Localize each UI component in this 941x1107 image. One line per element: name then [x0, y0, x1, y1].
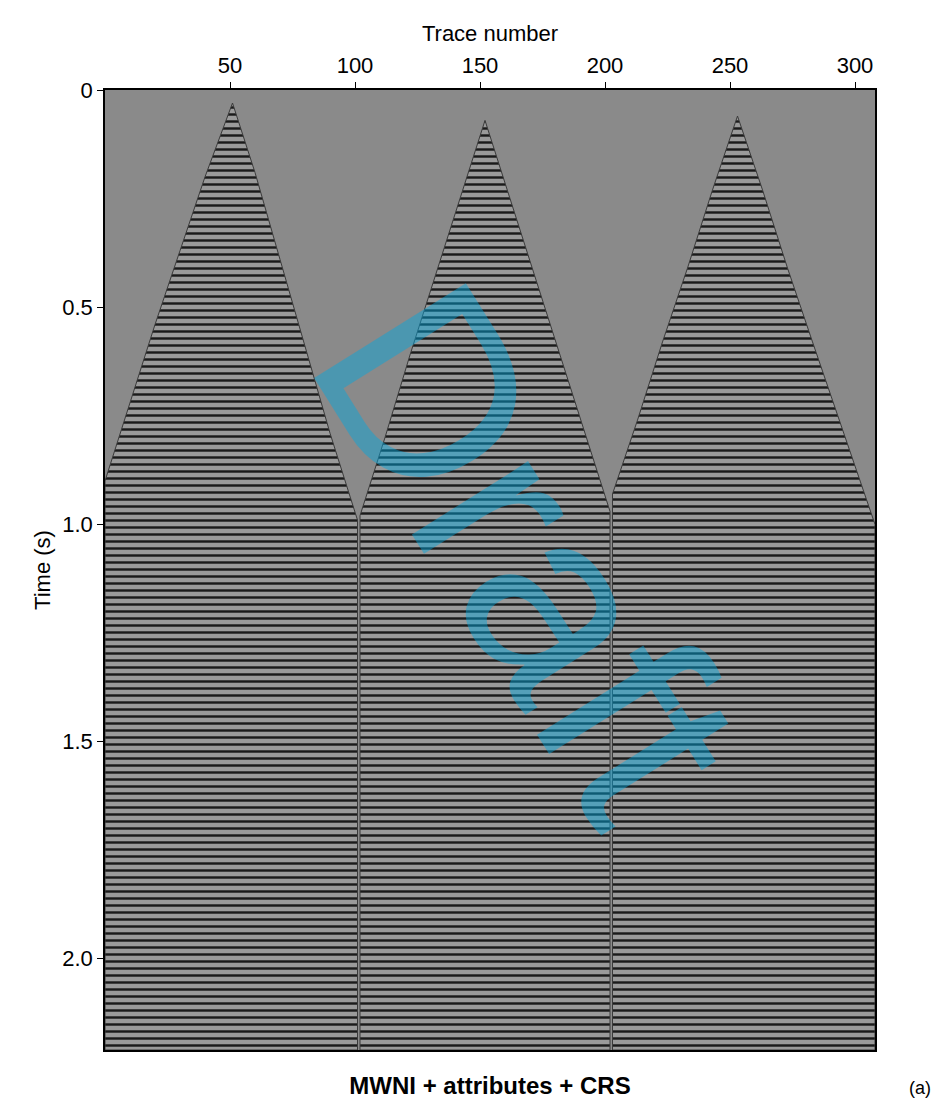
- svg-text:0.5: 0.5: [62, 295, 93, 320]
- svg-text:150: 150: [462, 53, 499, 78]
- svg-text:100: 100: [337, 53, 374, 78]
- svg-text:250: 250: [712, 53, 749, 78]
- svg-text:(a): (a): [909, 1078, 931, 1098]
- svg-text:1.5: 1.5: [62, 729, 93, 754]
- svg-text:Time (s): Time (s): [30, 530, 55, 610]
- svg-text:50: 50: [218, 53, 242, 78]
- svg-text:300: 300: [837, 53, 874, 78]
- svg-text:MWNI + attributes + CRS: MWNI + attributes + CRS: [349, 1072, 630, 1099]
- svg-text:0: 0: [81, 78, 93, 103]
- svg-text:200: 200: [587, 53, 624, 78]
- svg-text:2.0: 2.0: [62, 946, 93, 971]
- svg-text:1.0: 1.0: [62, 512, 93, 537]
- svg-text:Trace number: Trace number: [422, 21, 558, 46]
- svg-text:Draft: Draft: [256, 235, 801, 867]
